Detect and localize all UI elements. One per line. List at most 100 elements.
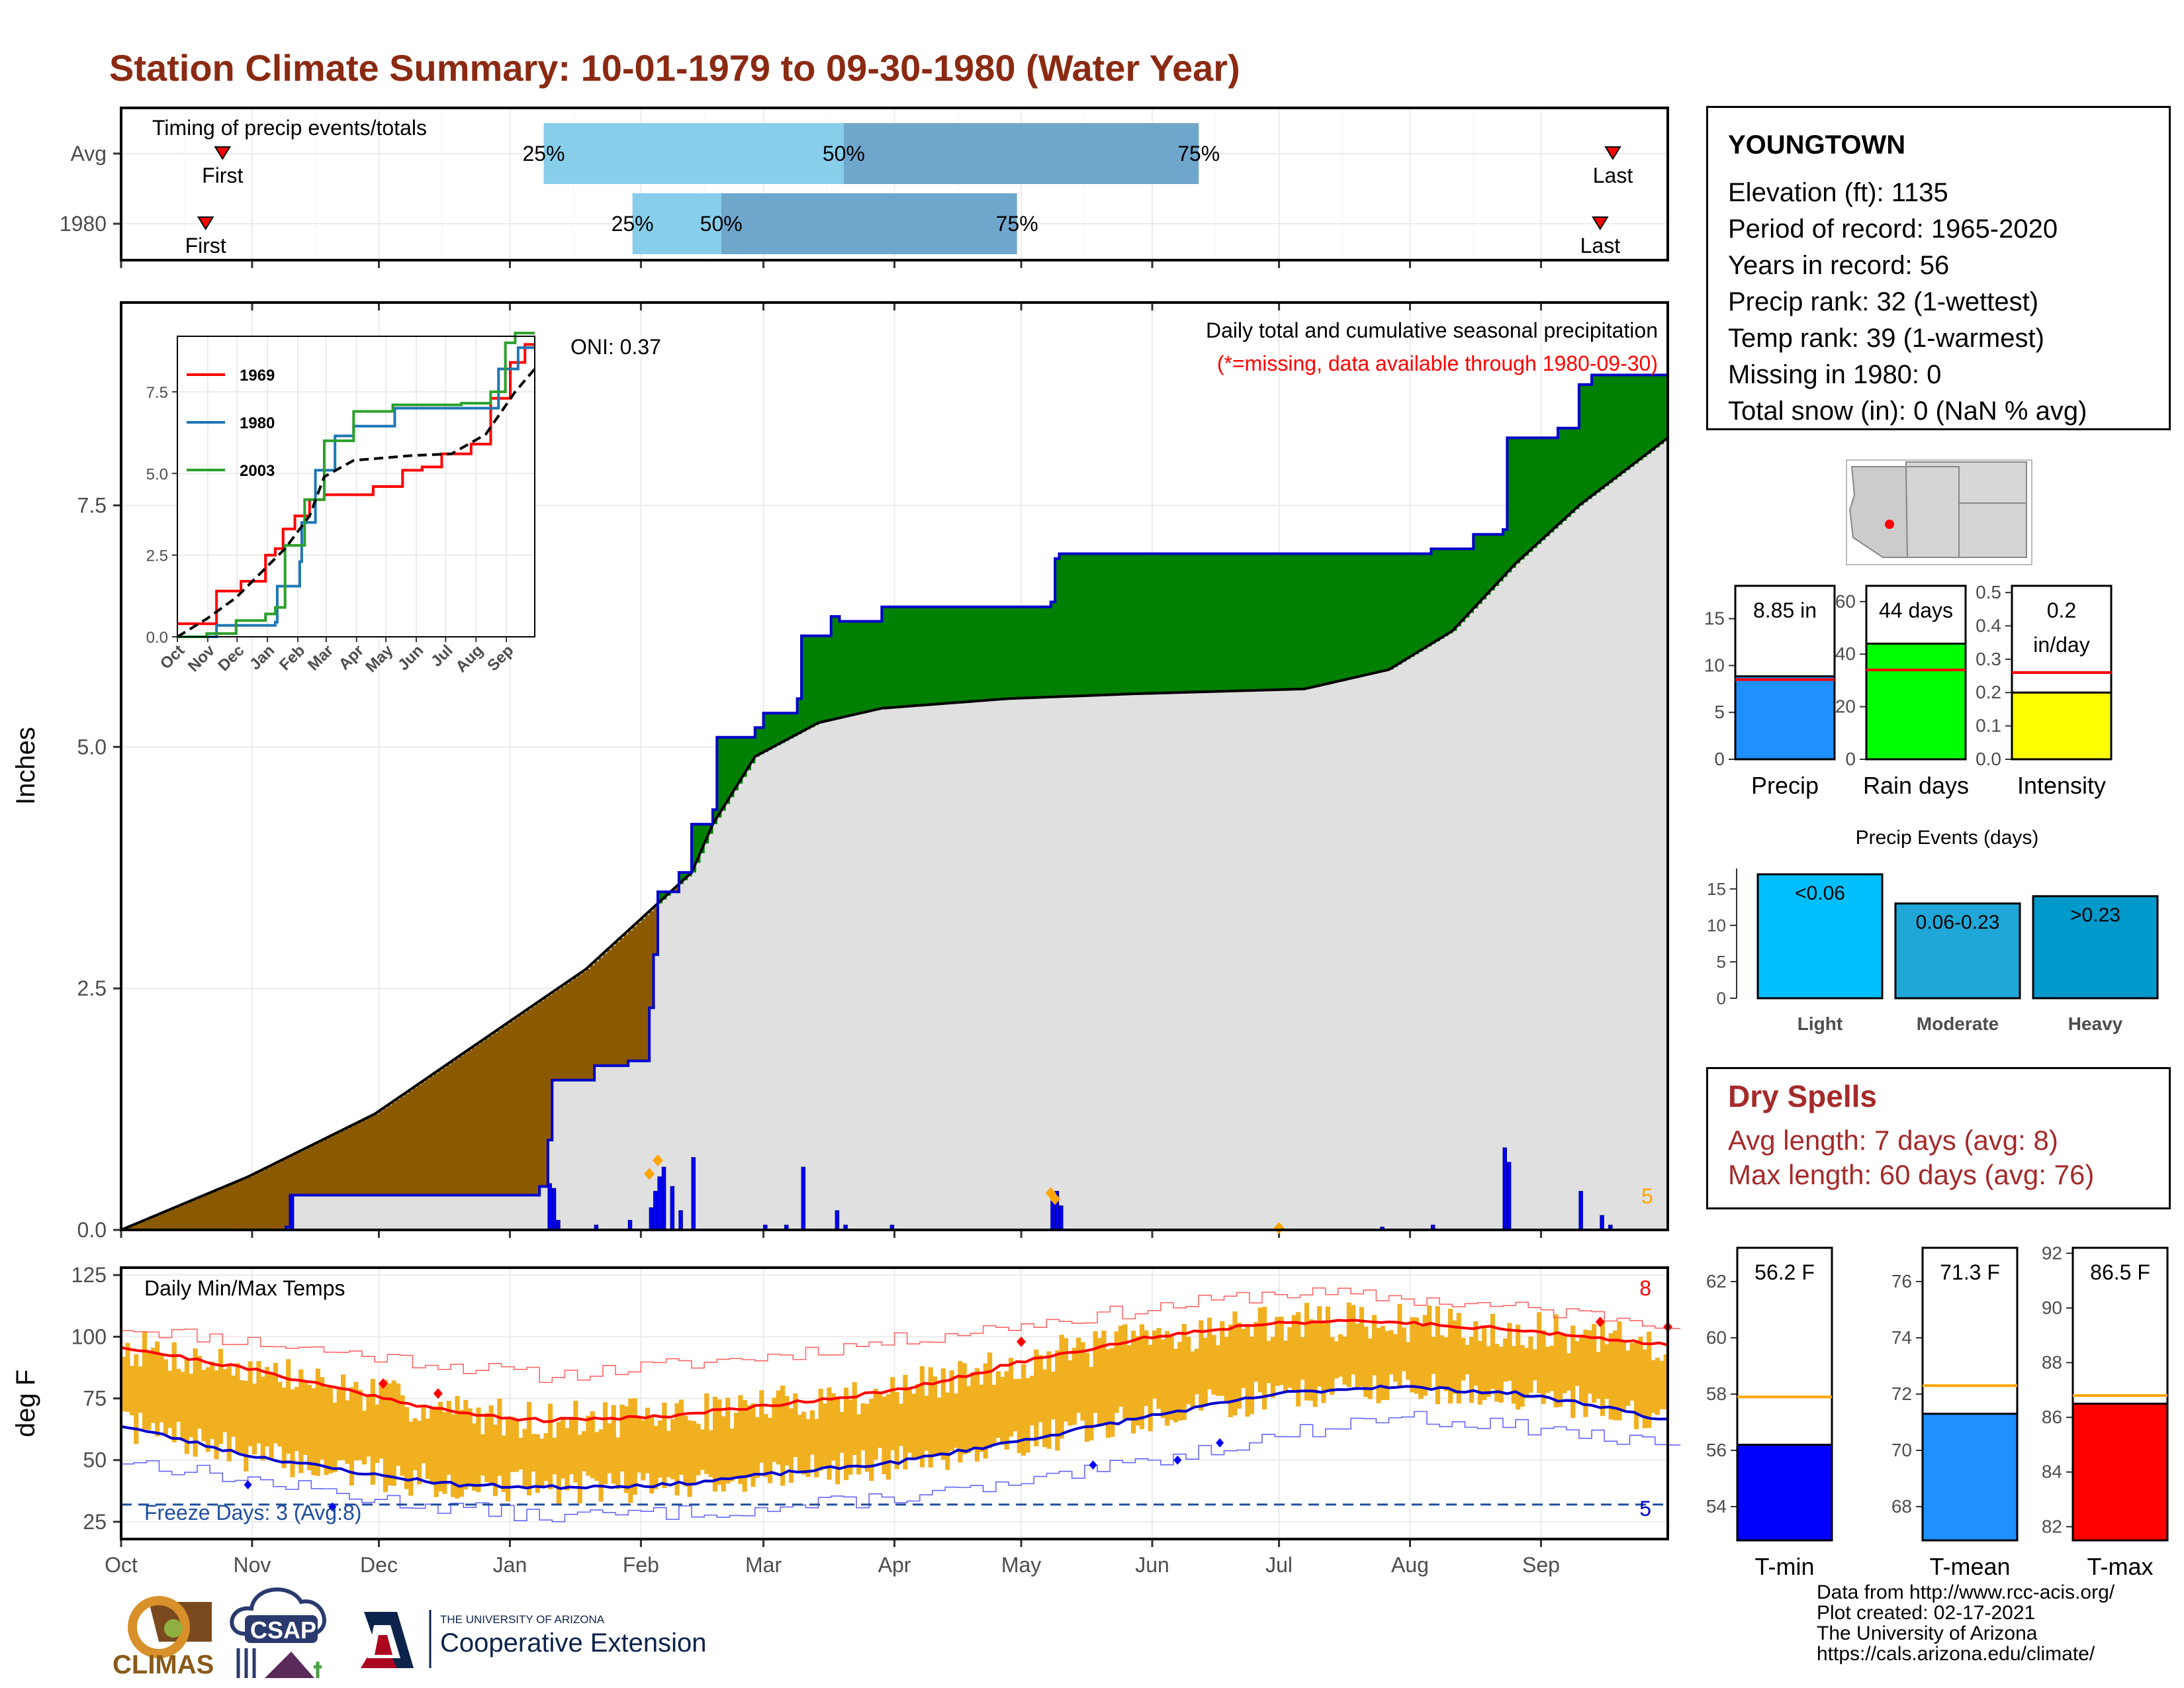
events-category-label: Moderate [1917, 1013, 1999, 1034]
summary-y-tick-label: 20 [1835, 696, 1856, 717]
precip-surplus-area [979, 606, 984, 701]
temp-daily-range-bar [818, 1388, 823, 1471]
temp-daily-range-bar [860, 1403, 866, 1450]
temp-daily-range-bar [205, 1367, 210, 1452]
temp-daily-range-bar [1461, 1337, 1466, 1381]
precip-deficit-area [501, 1027, 506, 1196]
precip-deficit-area [167, 1210, 173, 1230]
temp-daily-range-bar [1317, 1306, 1322, 1387]
temp-daily-range-bar [788, 1408, 794, 1483]
temp-daily-range-bar [328, 1385, 334, 1474]
precip-surplus-area [1190, 553, 1195, 692]
temp-daily-range-bar [772, 1397, 777, 1462]
temp-daily-range-bar [1418, 1326, 1424, 1399]
precip-y-axis-label: Inches [11, 727, 40, 805]
precip-daily-bar [1502, 1147, 1507, 1231]
temp-daily-range-bar [886, 1394, 891, 1480]
precip-surplus-area [890, 606, 895, 708]
temp-daily-range-bar [1207, 1317, 1212, 1389]
temp-daily-range-bar [1025, 1378, 1030, 1453]
temp-daily-range-bar [121, 1356, 126, 1411]
temp-daily-range-bar [1456, 1313, 1461, 1404]
temp-daily-range-bar [983, 1363, 988, 1459]
precip-deficit-area [235, 1182, 240, 1230]
temp-panel-frame [120, 1266, 1669, 1540]
inset-legend-label: 2003 [240, 462, 275, 480]
temp-daily-range-bar [1439, 1335, 1445, 1387]
precip-deficit-area [302, 1149, 308, 1196]
temp-y-tick-label: 125 [71, 1263, 107, 1287]
temp-daily-range-bar [480, 1434, 485, 1476]
temp-daily-range-bar [1008, 1358, 1014, 1437]
temp-daily-range-bar [704, 1393, 709, 1474]
events-category-label: Heavy [2068, 1013, 2123, 1034]
precip-deficit-area [239, 1180, 244, 1230]
precip-surplus-area [1105, 553, 1111, 695]
temp-daily-range-bar [421, 1405, 426, 1464]
temp-daily-range-bar [590, 1411, 595, 1479]
precip-surplus-area [995, 606, 1001, 700]
precip-deficit-area [387, 1105, 392, 1196]
temp-record-high-marker [1017, 1336, 1026, 1347]
precip-surplus-area [1296, 553, 1301, 690]
precip-surplus-area [776, 713, 781, 745]
temp-daily-range-bar [1528, 1336, 1533, 1393]
precip-surplus-area [1076, 553, 1081, 696]
precip-surplus-area [1659, 375, 1664, 445]
precip-surplus-area [1042, 606, 1047, 698]
precip-chart-title: Daily total and cumulative seasonal prec… [1206, 318, 1658, 342]
precip-surplus-area [1266, 553, 1271, 690]
temp-daily-range-bar [1160, 1339, 1165, 1419]
precip-surplus-area [1207, 553, 1212, 692]
temp-daily-range-bar [751, 1403, 756, 1487]
precip-deficit-area [353, 1124, 359, 1196]
precip-surplus-area [1148, 553, 1153, 694]
precip-surplus-area [1490, 534, 1495, 590]
temp-daily-range-bar [1080, 1342, 1085, 1421]
precip-surplus-area [1080, 553, 1085, 696]
precip-surplus-area [1486, 534, 1491, 595]
temp-daily-range-bar [218, 1348, 224, 1444]
timing-bar-25-50 [543, 123, 844, 184]
temp-daily-range-bar [1647, 1331, 1652, 1428]
precip-surplus-area [1008, 606, 1013, 699]
precip-deficit-area [565, 983, 570, 1080]
temp-daily-range-bar [1304, 1303, 1310, 1401]
precip-surplus-area [801, 635, 807, 732]
precip-deficit-area [231, 1184, 236, 1230]
inset-y-tick-label: 7.5 [146, 384, 168, 402]
summary-y-tick-label: 72 [1891, 1383, 1912, 1404]
events-bar-label: 0.06-0.23 [1916, 912, 2000, 933]
temp-daily-range-bar [637, 1415, 642, 1473]
temp-daily-range-bar [1050, 1372, 1056, 1420]
precip-surplus-area [1376, 553, 1381, 673]
summary-value-bar [1921, 1413, 2019, 1542]
temp-daily-range-bar [400, 1395, 405, 1476]
precip-surplus-area [1431, 549, 1436, 644]
precip-deficit-area [150, 1217, 156, 1230]
temp-daily-range-bar [940, 1368, 946, 1460]
temp-daily-range-bar [294, 1387, 299, 1452]
precip-surplus-area [991, 606, 997, 700]
temp-daily-range-bar [607, 1423, 612, 1474]
temp-daily-range-bar [856, 1414, 862, 1475]
precip-deficit-area [649, 911, 655, 1008]
temp-daily-range-bar [134, 1354, 139, 1444]
precip-surplus-area [729, 737, 735, 798]
temp-daily-range-bar [1211, 1335, 1216, 1395]
temp-daily-range-bar [150, 1347, 156, 1423]
temp-daily-range-bar [1574, 1340, 1580, 1386]
precip-deficit-area [510, 1021, 515, 1196]
summary-y-tick-label: 86 [2042, 1407, 2062, 1427]
temp-daily-range-bar [1300, 1336, 1305, 1380]
summary-y-tick-label: 88 [2042, 1352, 2062, 1372]
temp-daily-range-bar [852, 1382, 857, 1456]
precip-deficit-area [218, 1189, 223, 1230]
temp-daily-range-bar [995, 1371, 1001, 1438]
precip-surplus-area [928, 606, 933, 705]
temp-daily-range-bar [1507, 1323, 1512, 1381]
timing-last-label: Last [1593, 164, 1633, 187]
precip-deficit-area [248, 1176, 253, 1230]
summary-y-tick-label: 60 [1835, 591, 1856, 612]
precip-deficit-area [391, 1102, 396, 1196]
